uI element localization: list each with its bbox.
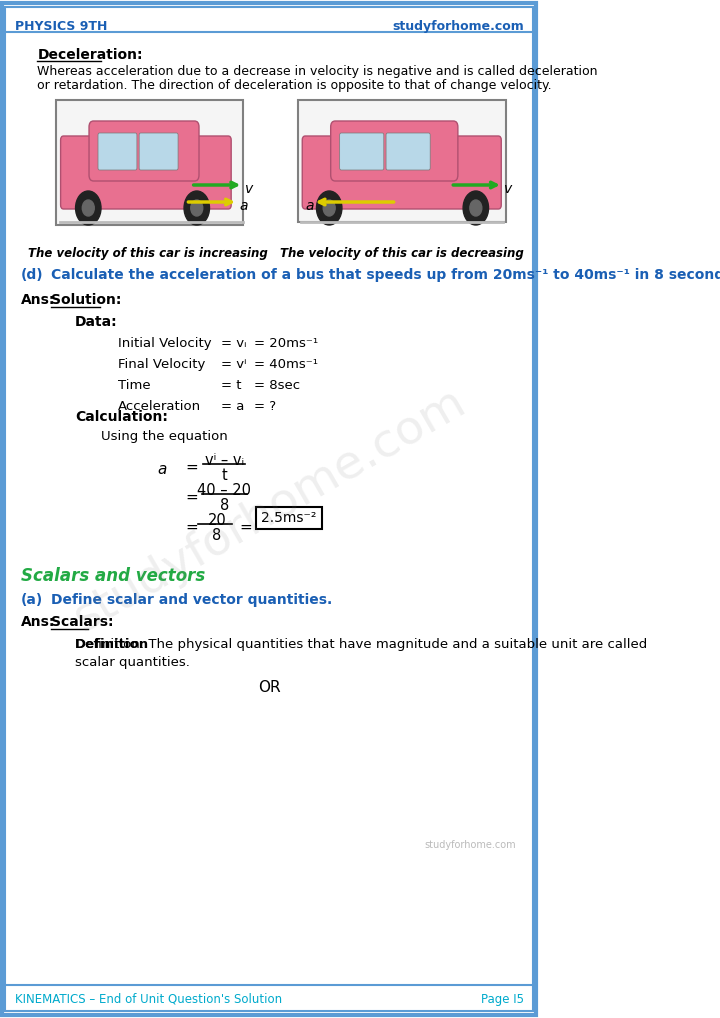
Text: v: v	[504, 182, 513, 196]
Text: Data:: Data:	[75, 315, 117, 329]
FancyBboxPatch shape	[139, 133, 178, 170]
Text: KINEMATICS – End of Unit Question's Solution: KINEMATICS – End of Unit Question's Solu…	[15, 993, 282, 1006]
Text: studyforhome.com: studyforhome.com	[66, 380, 473, 640]
Circle shape	[76, 191, 101, 225]
Text: Whereas acceleration due to a decrease in velocity is negative and is called dec: Whereas acceleration due to a decrease i…	[37, 65, 598, 78]
FancyBboxPatch shape	[60, 136, 231, 209]
FancyBboxPatch shape	[302, 136, 501, 209]
Text: Page I5: Page I5	[481, 993, 523, 1006]
Circle shape	[184, 191, 210, 225]
Text: vⁱ – vᵢ: vⁱ – vᵢ	[205, 453, 244, 468]
Text: a: a	[157, 462, 166, 477]
Text: The velocity of this car is increasing: The velocity of this car is increasing	[27, 247, 267, 260]
Text: studyforhome.com: studyforhome.com	[392, 20, 523, 33]
Text: = t: = t	[221, 379, 241, 392]
Text: Ans:: Ans:	[21, 293, 55, 307]
Text: 8: 8	[220, 498, 229, 513]
Text: Definition: The physical quantities that have magnitude and a suitable unit are : Definition: The physical quantities that…	[75, 638, 647, 651]
Text: Final Velocity: Final Velocity	[118, 358, 206, 371]
Text: = vᵢ: = vᵢ	[221, 337, 246, 350]
FancyBboxPatch shape	[98, 133, 137, 170]
Text: (a): (a)	[21, 593, 43, 607]
Text: (d): (d)	[21, 268, 44, 282]
Text: Scalars:: Scalars:	[51, 615, 113, 629]
Text: a: a	[305, 199, 314, 213]
Text: = 8sec: = 8sec	[254, 379, 300, 392]
Text: Scalars and vectors: Scalars and vectors	[21, 567, 205, 585]
Text: Calculation:: Calculation:	[75, 410, 168, 425]
FancyBboxPatch shape	[330, 121, 458, 181]
Text: 40 – 20: 40 – 20	[197, 483, 251, 498]
Text: Definition: Definition	[75, 638, 149, 651]
Circle shape	[82, 200, 94, 216]
Text: Time: Time	[118, 379, 150, 392]
Text: Calculate the acceleration of a bus that speeds up from 20ms⁻¹ to 40ms⁻¹ in 8 se: Calculate the acceleration of a bus that…	[51, 268, 720, 282]
Text: = 40ms⁻¹: = 40ms⁻¹	[254, 358, 318, 371]
Text: = ?: = ?	[254, 400, 276, 413]
Text: = a: = a	[221, 400, 244, 413]
Circle shape	[317, 191, 342, 225]
FancyBboxPatch shape	[89, 121, 199, 181]
Text: scalar quantities.: scalar quantities.	[75, 656, 189, 669]
Text: v: v	[246, 182, 253, 196]
Bar	[298, 100, 505, 222]
Text: PHYSICS 9TH: PHYSICS 9TH	[15, 20, 107, 33]
Bar	[56, 100, 243, 225]
Text: = 20ms⁻¹: = 20ms⁻¹	[254, 337, 318, 350]
Circle shape	[463, 191, 489, 225]
Text: Deceleration:: Deceleration:	[37, 48, 143, 62]
Text: or retardation. The direction of deceleration is opposite to that of change velo: or retardation. The direction of deceler…	[37, 79, 552, 92]
Text: a: a	[240, 199, 248, 213]
Text: 2.5ms⁻²: 2.5ms⁻²	[261, 511, 317, 525]
Bar	[256, 507, 322, 529]
Text: =: =	[186, 460, 198, 475]
Text: Acceleration: Acceleration	[118, 400, 202, 413]
Text: Define scalar and vector quantities.: Define scalar and vector quantities.	[51, 593, 332, 607]
Text: =: =	[240, 520, 252, 535]
Text: =: =	[186, 490, 198, 505]
Text: OR: OR	[258, 680, 281, 695]
Text: The velocity of this car is decreasing: The velocity of this car is decreasing	[280, 247, 523, 260]
Text: Initial Velocity: Initial Velocity	[118, 337, 212, 350]
Text: Solution:: Solution:	[51, 293, 121, 307]
FancyBboxPatch shape	[340, 133, 384, 170]
Circle shape	[191, 200, 203, 216]
Text: Ans:: Ans:	[21, 615, 55, 629]
Text: = vⁱ: = vⁱ	[221, 358, 246, 371]
Text: t: t	[222, 468, 228, 483]
Text: studyforhome.com: studyforhome.com	[425, 840, 516, 850]
Text: 8: 8	[212, 528, 222, 543]
Text: Using the equation: Using the equation	[101, 430, 228, 443]
FancyBboxPatch shape	[386, 133, 430, 170]
Circle shape	[323, 200, 336, 216]
Text: =: =	[186, 520, 198, 535]
Text: 20: 20	[207, 513, 226, 528]
Circle shape	[470, 200, 482, 216]
